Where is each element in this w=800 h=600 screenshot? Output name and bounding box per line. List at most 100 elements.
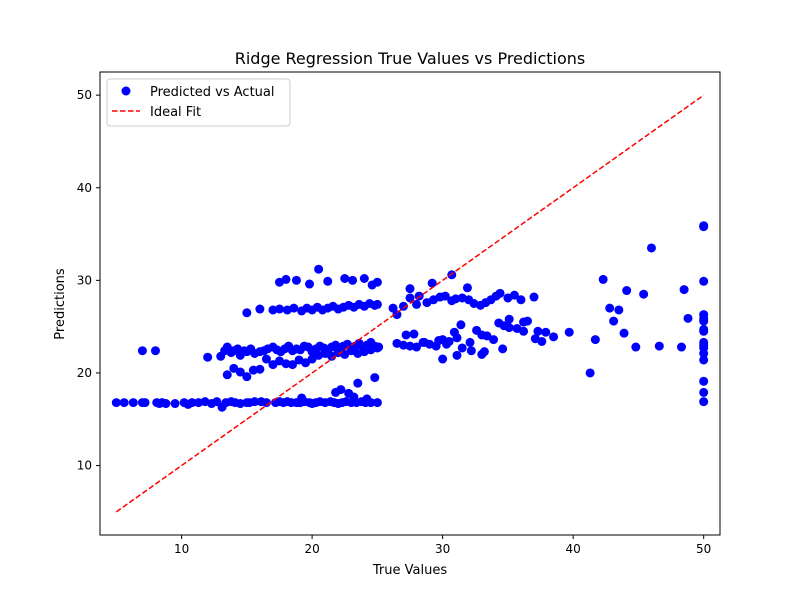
data-point <box>639 289 649 299</box>
data-point <box>605 303 615 313</box>
data-point <box>359 273 369 283</box>
data-point <box>419 337 429 347</box>
data-point <box>291 275 301 285</box>
y-axis: 10 20 30 40 50 <box>77 88 100 473</box>
data-point <box>457 343 467 353</box>
data-point <box>289 303 299 313</box>
data-point <box>137 346 147 356</box>
y-tick-label: 10 <box>77 459 92 473</box>
data-point <box>509 290 519 300</box>
data-point <box>699 326 709 336</box>
legend-box <box>106 78 291 127</box>
data-point <box>349 392 359 402</box>
data-point <box>590 335 600 345</box>
data-point <box>314 264 324 274</box>
data-point <box>498 344 508 354</box>
data-point <box>434 336 444 346</box>
data-point <box>676 342 686 352</box>
data-point <box>111 398 121 408</box>
data-point <box>479 347 489 357</box>
y-tick-label: 50 <box>77 88 92 102</box>
data-point <box>288 360 298 370</box>
data-point <box>340 273 350 283</box>
data-point <box>222 370 232 380</box>
data-point <box>401 330 411 340</box>
data-point <box>161 399 171 409</box>
y-tick-label: 40 <box>77 181 92 195</box>
data-point <box>301 358 311 368</box>
data-point <box>372 398 382 408</box>
data-point <box>372 299 382 309</box>
data-point <box>609 316 619 326</box>
data-point <box>549 332 559 342</box>
data-point <box>598 274 608 284</box>
data-point <box>409 329 419 339</box>
y-tick-label: 20 <box>77 366 92 380</box>
data-point <box>327 351 337 361</box>
data-point <box>362 394 372 404</box>
data-point <box>398 301 408 311</box>
data-point <box>307 354 317 364</box>
legend-label-scatter: Predicted vs Actual <box>150 85 274 100</box>
data-point <box>235 367 245 377</box>
data-point <box>242 308 252 318</box>
y-axis-label: Predictions <box>53 268 68 340</box>
data-point <box>119 398 129 408</box>
data-point <box>504 323 514 333</box>
data-point <box>699 355 709 365</box>
data-point <box>414 291 424 301</box>
data-point <box>452 350 462 360</box>
data-point <box>522 316 532 326</box>
x-tick-label: 30 <box>435 542 450 556</box>
ideal-fit-line <box>115 94 705 513</box>
data-point <box>140 398 150 408</box>
x-tick-label: 50 <box>696 542 711 556</box>
data-point <box>482 331 492 341</box>
legend: Predicted vs Actual Ideal Fit <box>106 78 291 127</box>
data-point <box>533 326 543 336</box>
data-point <box>255 364 265 374</box>
data-point <box>170 399 180 409</box>
data-point <box>372 343 382 353</box>
data-point <box>150 346 160 356</box>
data-point <box>304 279 314 289</box>
axes-frame <box>99 71 721 536</box>
data-point <box>392 310 402 320</box>
data-point <box>128 398 138 408</box>
data-point <box>699 387 709 397</box>
data-point <box>412 342 422 352</box>
data-point <box>529 292 539 302</box>
data-point <box>203 352 213 362</box>
x-tick-label: 40 <box>566 542 581 556</box>
data-point <box>447 270 457 280</box>
data-point <box>699 313 709 323</box>
data-point <box>281 274 291 284</box>
data-point <box>585 368 595 378</box>
data-point <box>699 340 709 350</box>
data-point <box>274 304 284 314</box>
data-point <box>456 320 466 330</box>
data-point <box>427 278 437 288</box>
data-point <box>654 341 664 351</box>
data-point <box>370 373 380 383</box>
data-point <box>699 397 709 407</box>
data-point <box>495 288 505 298</box>
data-point <box>372 277 382 287</box>
data-point <box>242 372 252 382</box>
data-point <box>699 276 709 286</box>
chart-title: Ridge Regression True Values vs Predicti… <box>235 49 586 68</box>
data-point <box>229 363 239 373</box>
data-point <box>541 327 551 337</box>
data-point <box>683 313 693 323</box>
data-point <box>250 397 260 407</box>
data-point <box>405 293 415 303</box>
data-point <box>261 398 271 408</box>
data-point <box>297 393 307 403</box>
x-tick-label: 20 <box>304 542 319 556</box>
data-point <box>449 327 459 337</box>
data-point <box>631 342 641 352</box>
data-point <box>412 299 422 309</box>
data-point <box>614 305 624 315</box>
data-point <box>187 398 197 408</box>
legend-label-line: Ideal Fit <box>150 105 201 120</box>
